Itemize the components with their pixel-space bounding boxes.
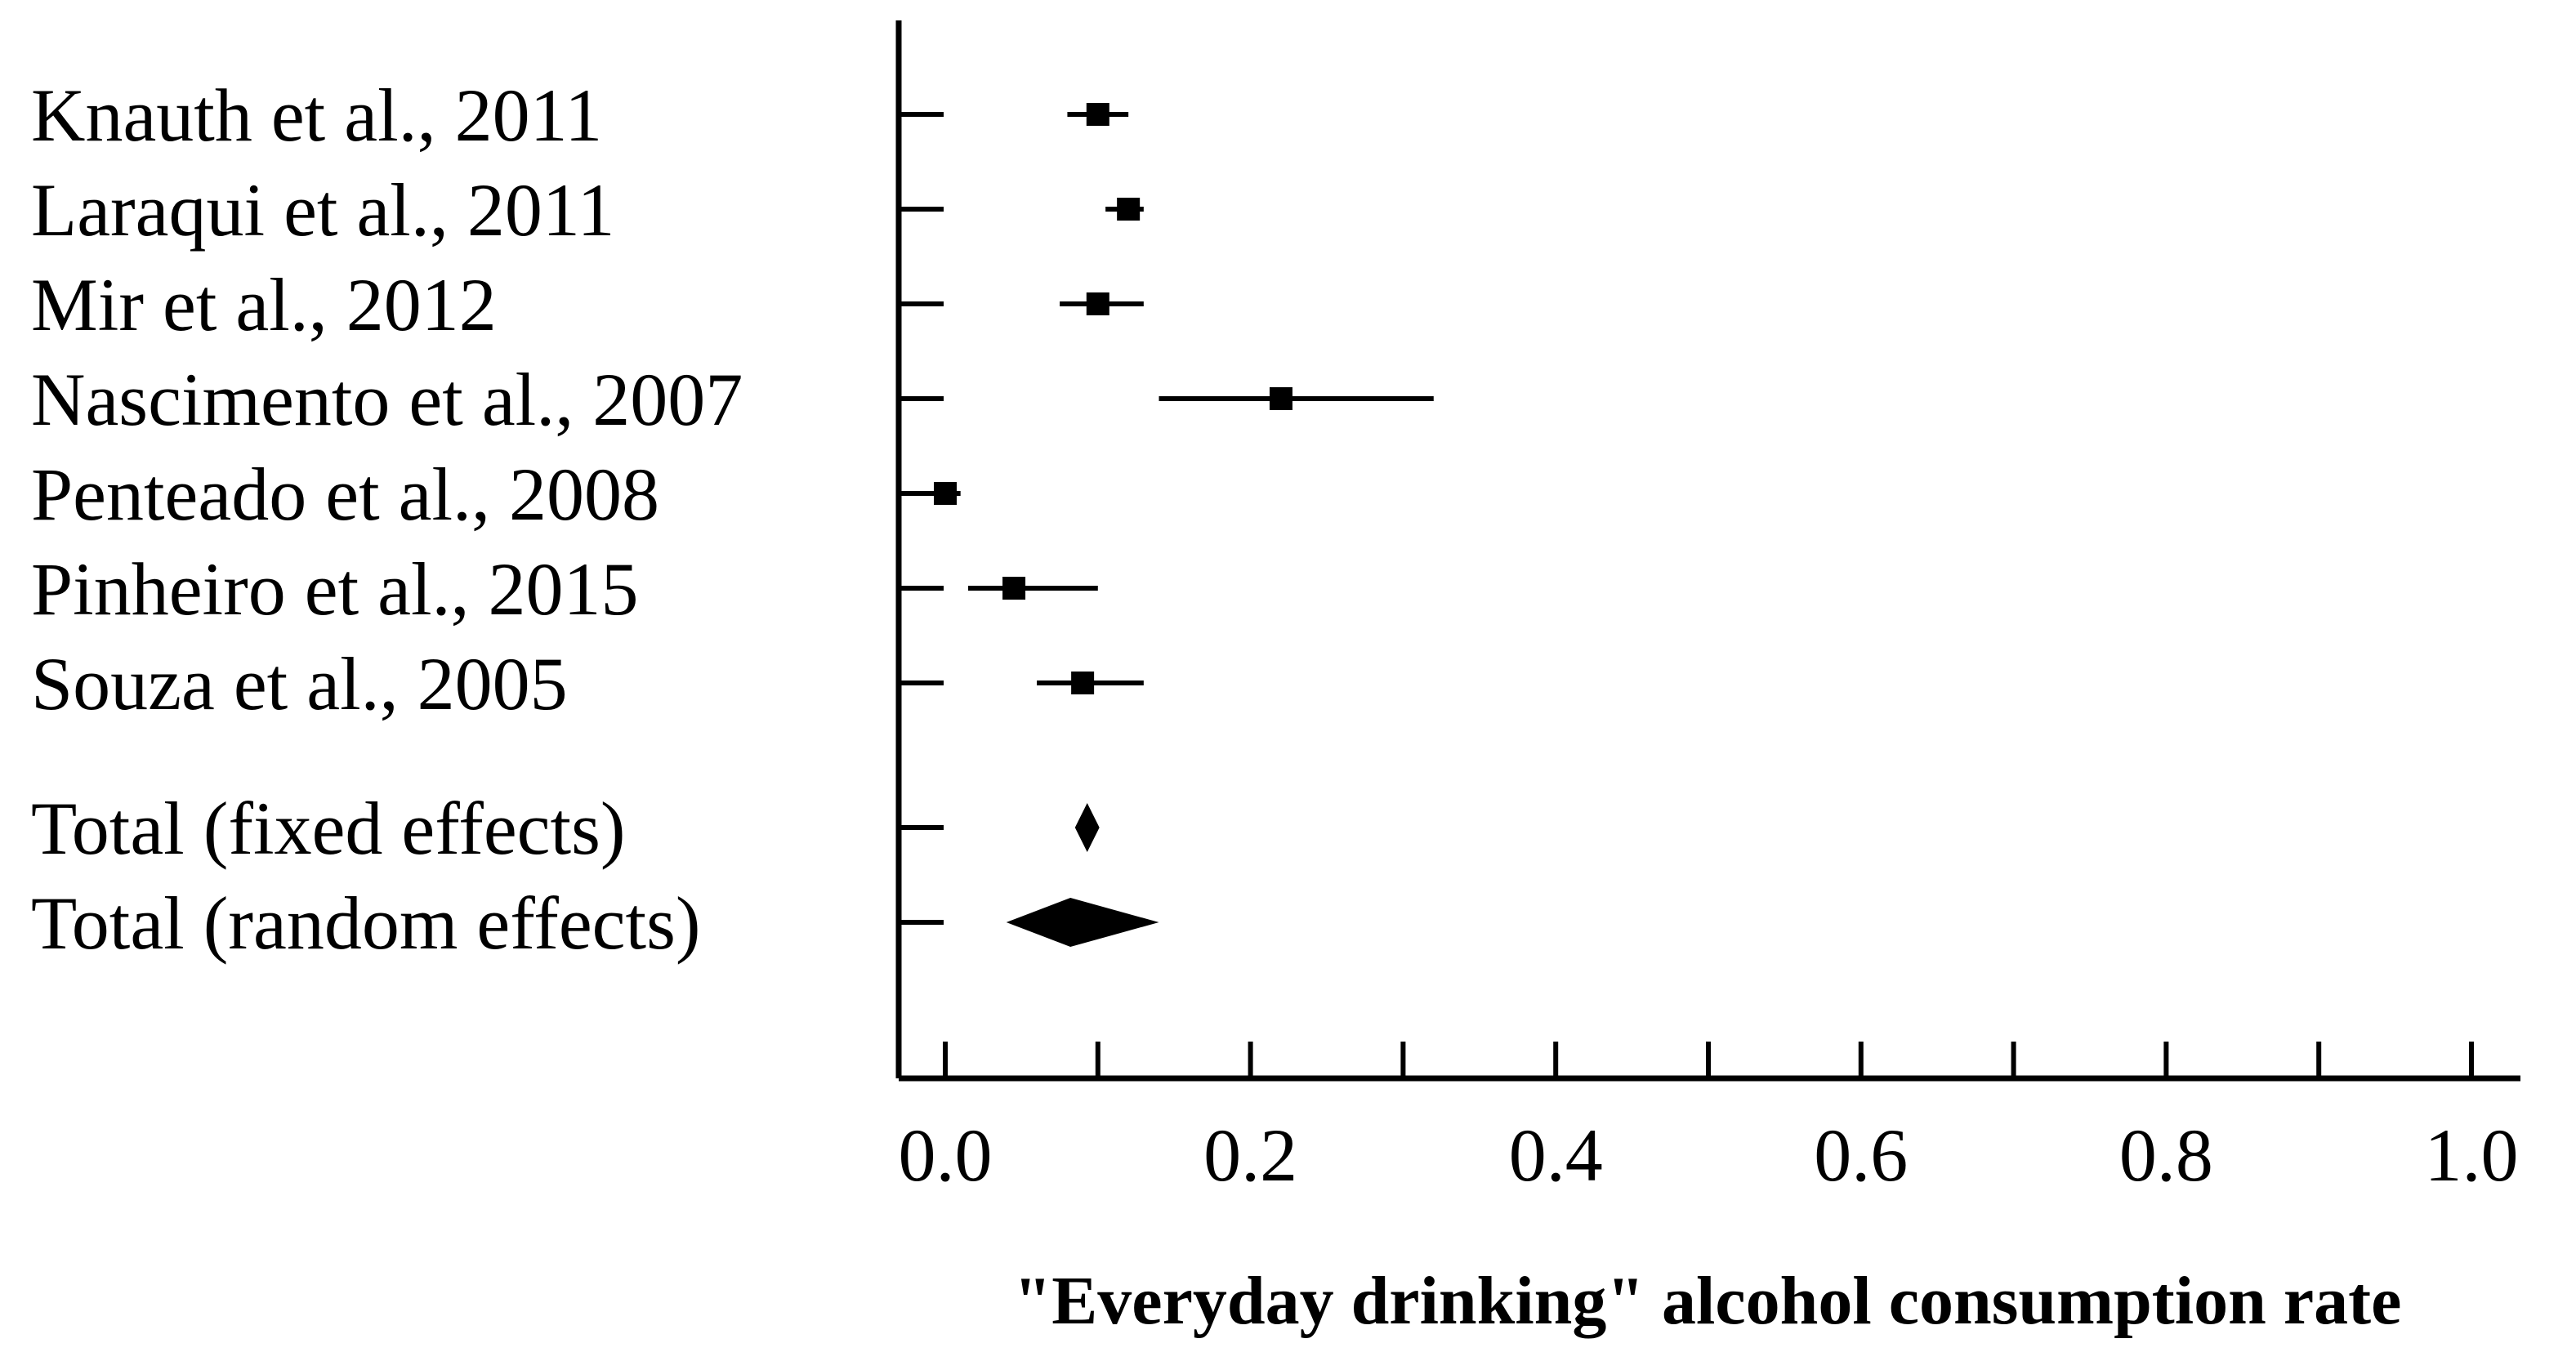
- summary-diamond: [1074, 803, 1100, 852]
- point-estimate: [1086, 103, 1109, 126]
- point-estimate: [1269, 387, 1292, 410]
- x-ticks: 0.0 0.2 0.4 0.6 0.8 1.0: [899, 1042, 2519, 1197]
- point-estimate: [1117, 198, 1141, 221]
- summary-diamond: [1006, 898, 1159, 947]
- study-label: Knauth et al., 2011: [31, 74, 602, 157]
- x-tick-label: 1.0: [2425, 1113, 2519, 1197]
- total-rows: [899, 803, 1159, 947]
- point-estimate: [1002, 577, 1026, 600]
- study-label: Laraqui et al., 2011: [31, 168, 614, 252]
- x-tick-label: 0.6: [1814, 1113, 1908, 1197]
- study-label: Penteado et al., 2008: [31, 453, 659, 536]
- study-label: Pinheiro et al., 2015: [31, 547, 639, 631]
- total-label: Total (fixed effects): [31, 787, 626, 870]
- point-estimate: [934, 482, 957, 505]
- study-label: Mir et al., 2012: [31, 263, 497, 346]
- study-labels: Knauth et al., 2011 Laraqui et al., 2011 M…: [31, 74, 743, 965]
- x-tick-label: 0.2: [1203, 1113, 1297, 1197]
- total-label: Total (random effects): [31, 881, 701, 965]
- x-axis-title: "Everyday drinking" alcohol consumption …: [1014, 1263, 2402, 1339]
- x-tick-label: 0.8: [2119, 1113, 2213, 1197]
- x-tick-label: 0.4: [1509, 1113, 1603, 1197]
- study-label: Souza et al., 2005: [31, 642, 568, 725]
- study-label: Nascimento et al., 2007: [31, 358, 743, 441]
- x-tick-label: 0.0: [899, 1113, 993, 1197]
- point-estimate: [1086, 292, 1109, 315]
- point-estimate: [1071, 672, 1095, 694]
- study-rows: [899, 103, 1434, 694]
